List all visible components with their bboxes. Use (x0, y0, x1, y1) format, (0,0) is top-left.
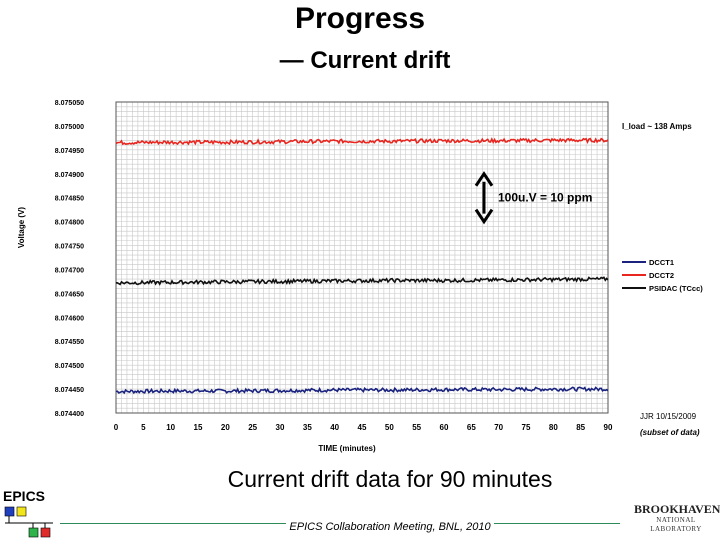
y-tick-label: 8.074650 (55, 291, 84, 298)
x-tick-label: 75 (522, 423, 531, 432)
y-tick-label: 8.074850 (55, 196, 84, 203)
legend-label: DCCT2 (649, 271, 674, 280)
epics-logo-text: EPICS (3, 488, 46, 504)
y-tick-label: 8.074900 (55, 172, 84, 179)
y-tick-label: 8.074500 (55, 363, 84, 370)
y-axis-label: Voltage (V) (17, 207, 26, 249)
x-tick-label: 40 (330, 423, 339, 432)
brookhaven-logo-name: BROOKHAVEN (634, 502, 720, 516)
legend: DCCT1 DCCT2 PSIDAC (TCcc) (622, 258, 703, 293)
scale-annotation: 100u.V = 10 ppm (498, 191, 592, 205)
x-tick-label: 60 (440, 423, 449, 432)
footer-text: EPICS Collaboration Meeting, BNL, 2010 (0, 521, 720, 533)
plot-frame (115, 101, 609, 414)
scale-arrow-icon (474, 171, 494, 225)
brookhaven-logo: BROOKHAVEN NATIONAL LABORATORY (634, 502, 720, 533)
x-tick-label: 5 (141, 423, 146, 432)
x-tick-label: 85 (576, 423, 585, 432)
x-tick-label: 80 (549, 423, 558, 432)
slide-title: Progress (294, 2, 426, 35)
slide-subtitle: — Current drift (279, 47, 451, 74)
series-lines (115, 137, 609, 395)
x-tick-label: 45 (358, 423, 367, 432)
chart-grid (115, 101, 609, 414)
x-tick-label: 15 (194, 423, 203, 432)
scale-arrow-head-up (474, 171, 494, 187)
author-annotation: JJR 10/15/2009 (640, 412, 697, 421)
series-line (115, 276, 609, 286)
y-tick-label: 8.074450 (55, 387, 84, 394)
y-tick-label: 8.074750 (55, 244, 84, 251)
x-tick-label: 50 (385, 423, 394, 432)
x-axis-label: TIME (minutes) (318, 444, 376, 453)
series-line (115, 137, 609, 146)
x-tick-label: 70 (494, 423, 503, 432)
x-tick-label: 55 (412, 423, 421, 432)
drift-chart: 8.074400 8.074450 8.074500 8.074550 8.074600… (17, 100, 703, 453)
slide-caption: Current drift data for 90 minutes (227, 466, 553, 492)
y-tick-label: 8.074550 (55, 339, 84, 346)
y-tick-label: 8.074600 (55, 315, 84, 322)
series-line (115, 386, 609, 395)
scale-arrow-head-down (474, 208, 494, 225)
x-tick-labels: 0 5 10 15 20 25 30 35 40 45 50 55 60 65 70 75 80 85 90 (114, 423, 613, 432)
x-tick-label: 90 (604, 423, 613, 432)
y-tick-label: 8.075000 (55, 124, 84, 131)
x-tick-label: 0 (114, 423, 119, 432)
epics-logo: EPICS (3, 488, 59, 538)
x-tick-label: 35 (303, 423, 312, 432)
x-tick-label: 30 (276, 423, 285, 432)
network-icon (4, 506, 53, 538)
legend-label: DCCT1 (649, 258, 674, 267)
load-annotation: I_load ~ 138 Amps (622, 122, 692, 131)
y-tick-label: 8.074700 (55, 267, 84, 274)
x-tick-label: 20 (221, 423, 230, 432)
legend-label: PSIDAC (TCcc) (649, 284, 703, 293)
y-tick-label: 8.074950 (55, 148, 84, 155)
y-tick-label: 8.074800 (55, 220, 84, 227)
y-tick-label: 8.075050 (55, 100, 84, 107)
x-tick-label: 25 (248, 423, 257, 432)
x-tick-label: 10 (166, 423, 175, 432)
subset-annotation: (subset of data) (640, 428, 700, 437)
x-tick-label: 65 (467, 423, 476, 432)
brookhaven-logo-subtitle: NATIONAL LABORATORY (650, 516, 702, 533)
y-tick-labels: 8.074400 8.074450 8.074500 8.074550 8.074600… (55, 100, 84, 418)
y-tick-label: 8.074400 (55, 411, 84, 418)
